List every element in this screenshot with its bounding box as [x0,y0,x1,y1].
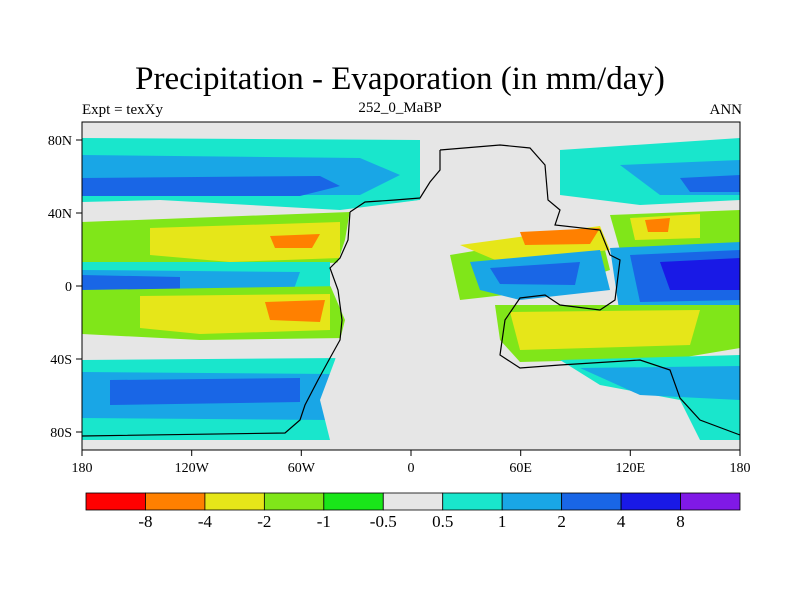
map-title: Precipitation - Evaporation (in mm/day) [135,61,665,97]
colorbar-label: -2 [257,512,271,531]
colorbar-swatch [263,492,325,511]
colorbar-label: 0.5 [432,512,453,531]
colorbar-swatch [85,492,146,511]
x-tick-label: 60W [288,461,316,476]
colorbar-label: -4 [198,512,213,531]
colorbar-swatch [323,492,384,511]
colorbar-label: 8 [676,512,685,531]
colorbar-swatch [561,492,622,511]
west-south-dry-peak [265,300,325,322]
coastline [81,144,741,437]
east-south-dry-core [510,310,700,350]
contour-field [82,122,740,450]
colorbar-swatch [204,492,265,511]
south-east-storm [580,366,740,400]
time-slice-label: 252_0_MaBP [358,100,442,116]
east-north-dry-peak [645,218,670,232]
y-tick-label: 40S [50,353,72,368]
colorbar-swatch [620,492,681,511]
west-north-dry-peak [270,234,320,248]
colorbar: -8 -4 -2 -1 -0.5 0.5 1 2 4 8 [85,492,741,531]
y-tick-label: 0 [65,280,72,295]
y-tick-label: 80S [50,426,72,441]
colorbar-swatch [145,492,206,511]
colorbar-label: -0.5 [370,512,397,531]
y-tick-label: 40N [48,207,72,222]
x-tick-label: 180 [730,461,751,476]
north-storm-track-east-core [680,175,740,192]
tethys-wet-core [490,262,580,285]
tethys-north-peak [520,228,600,245]
colorbar-label: -1 [317,512,331,531]
experiment-label: Expt = texXy [82,102,163,118]
south-storm-track-core [110,378,300,405]
north-storm-track-core [82,176,340,196]
x-tick-label: 0 [408,461,415,476]
x-axis: 180 120W 60W 0 60E 120E 180 [72,450,751,476]
y-tick-label: 80N [48,134,72,149]
x-tick-label: 120E [616,461,646,476]
west-north-dry-core [150,222,340,262]
colorbar-label: 2 [557,512,566,531]
colorbar-swatch [382,492,444,511]
x-tick-label: 180 [72,461,93,476]
colorbar-label: 1 [498,512,507,531]
colorbar-swatch [442,492,503,511]
colorbar-swatch [680,492,741,511]
x-tick-label: 60E [509,461,532,476]
colorbar-label: 4 [617,512,626,531]
colorbar-label: -8 [138,512,152,531]
y-axis: 80N 40N 0 40S 80S [48,134,82,441]
east-equatorial-deep [660,258,740,290]
season-label: ANN [709,102,743,118]
x-tick-label: 120W [175,461,210,476]
colorbar-swatch [501,492,563,511]
